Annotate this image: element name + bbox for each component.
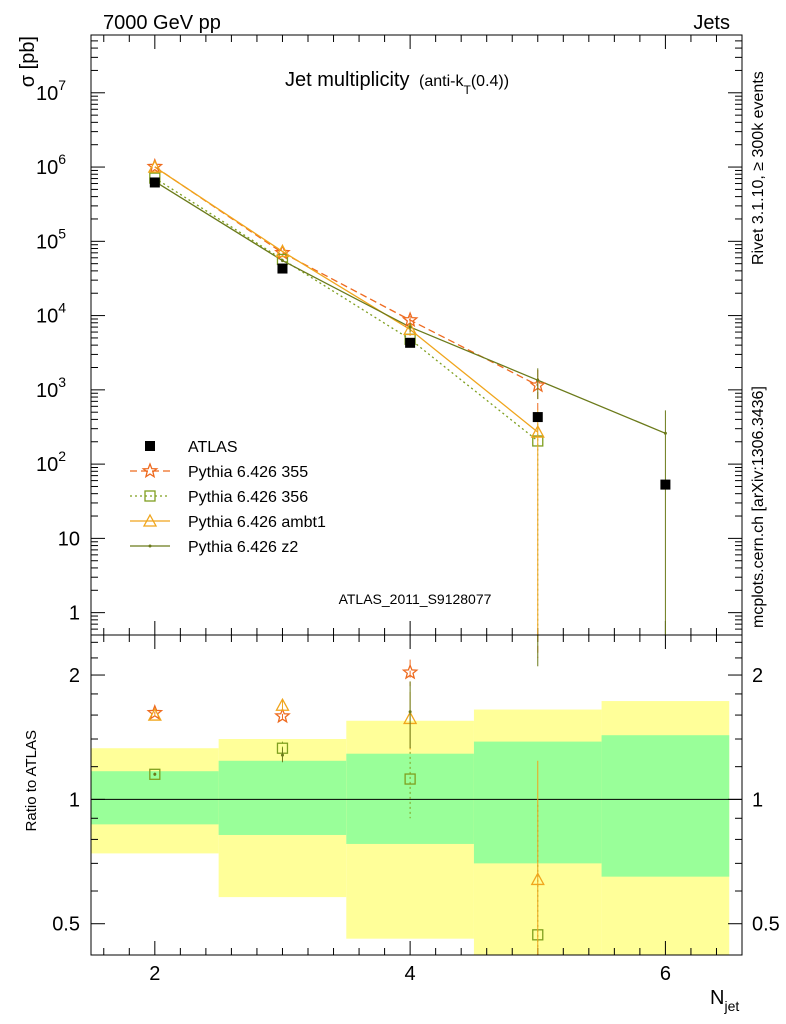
y-tick-label-bottom-right: 0.5 [752,914,780,936]
mcplots-label: mcplots.cern.ch [arXiv:1306.3436] [750,386,767,628]
series-line-p356 [154,177,539,442]
y-tick-label-top: 102 [36,448,66,476]
series-line-ambt1 [154,166,539,433]
band-green-5 [601,735,730,877]
marker-z2 [408,325,412,329]
series-line-p355 [154,166,539,386]
band-green-1 [91,771,219,825]
legend-label-ambt1: Pythia 6.426 ambt1 [188,514,326,531]
top-series-markers [146,157,667,635]
marker-z2 [536,378,540,382]
series-line-z2 [154,180,666,434]
marker-z2 [280,259,284,263]
ratio-marker-ambt1 [147,707,162,721]
chart-title-main: Jet multiplicity [285,69,409,91]
ratio-marker-ambt1 [275,697,290,711]
ratio-marker-p355 [274,707,291,724]
y-tick-label-top: 104 [36,300,66,328]
ratio-marker-ambt1 [530,872,545,886]
marker-ambt1 [530,424,545,438]
atlas-data-points [149,177,671,490]
x-axis-label-sub: jet [723,998,739,1014]
y-tick-label-bottom-right: 1 [752,789,763,811]
legend-marker-ambt1 [142,513,158,527]
legend-label-z2: Pythia 6.426 z2 [188,539,298,556]
x-tick-label-6: 6 [660,963,671,985]
ticks [91,34,743,955]
legend-label-data: ATLAS [188,439,238,456]
y-tick-label-top: 10 [58,528,80,550]
y-tick-label-top: 105 [36,225,66,253]
legend-marker-z2 [148,544,152,548]
uncertainty-bands [91,701,742,955]
ratio-marker-p355 [401,663,419,680]
marker-z2 [663,431,667,435]
atlas-point [405,337,416,348]
ratio-marker-z2 [408,710,412,714]
atlas-point [532,412,543,423]
ratio-marker-z2 [280,753,284,757]
chart-title-sub: (anti-k [419,73,464,90]
x-tick-label-2: 2 [149,963,160,985]
y-tick-label-top: 106 [36,151,66,179]
atlas-point [277,263,288,274]
x-axis-label-main: N [710,987,724,1009]
marker-p355 [274,243,291,260]
legend-marker-data [145,441,155,451]
y-tick-label-top: 107 [36,77,66,105]
rivet-label: Rivet 3.1.10, ≥ 300k events [750,71,767,265]
series-markers [146,157,667,955]
marker-ambt1 [275,244,290,258]
ratio-marker-z2 [153,772,157,776]
analysis-id: ATLAS_2011_S9128077 [339,591,492,607]
y-tick-label-top: 1 [69,603,80,625]
header-left: 7000 GeV pp [103,12,221,34]
ratio-marker-p356 [149,768,161,780]
y-tick-label-bottom-left: 2 [69,665,80,687]
legend-label-p355: Pythia 6.426 355 [188,464,308,481]
ratio-series-markers [146,635,545,955]
legend: ATLAS Pythia 6.426 355 Pythia 6.426 356 Pyt… [130,439,326,556]
x-tick-label-4: 4 [405,963,416,985]
band-green-2 [218,760,347,835]
chart-title-sub-suffix: (0.4)) [471,73,509,90]
bottom-panel-frame [90,634,743,956]
y-tick-label-top: 103 [36,374,66,402]
y-tick-label-bottom-left: 1 [69,789,80,811]
y-axis-label-top: σ [pb] [17,36,39,87]
x-axis-label: Njet [710,987,739,1014]
plot-frames [90,34,743,956]
legend-label-p356: Pythia 6.426 356 [188,489,308,506]
header-right: Jets [693,12,730,34]
chart-title: Jet multiplicity (anti-kT(0.4)) [285,69,509,97]
y-axis-label-bottom: Ratio to ATLAS [23,730,40,831]
legend-marker-p355 [141,462,159,479]
ratio-marker-p356 [404,773,416,785]
y-tick-label-bottom-left: 0.5 [52,914,80,936]
y-tick-label-bottom-right: 2 [752,665,763,687]
legend-marker-p356 [144,490,156,502]
marker-p355 [146,157,164,174]
atlas-point [149,177,160,188]
atlas-point [660,479,671,490]
marker-ambt1 [147,159,162,173]
chart-title-sub-index: T [464,83,472,97]
marker-ambt1 [403,322,418,336]
